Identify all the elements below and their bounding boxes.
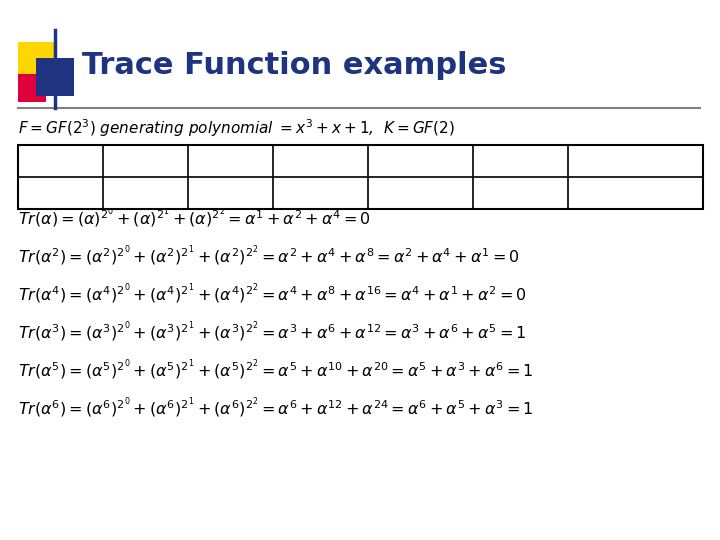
Text: $\alpha^2+\alpha$: $\alpha^2+\alpha$	[294, 183, 347, 203]
Text: $\alpha^7$: $\alpha^7$	[626, 151, 646, 171]
Text: $\alpha^2$: $\alpha^2$	[135, 151, 156, 171]
Text: $1$: $1$	[630, 184, 641, 202]
Text: $\alpha^6$: $\alpha^6$	[510, 151, 531, 171]
Text: $\alpha^3$: $\alpha^3$	[220, 151, 240, 171]
Text: $Tr(\alpha^6) = (\alpha^6)^{2^0} + (\alpha^6)^{2^1} + (\alpha^6)^{2^2} = \alpha^: $Tr(\alpha^6) = (\alpha^6)^{2^0} + (\alp…	[18, 396, 534, 421]
Text: $\alpha^2+\alpha+1$: $\alpha^2+\alpha+1$	[379, 183, 462, 203]
Text: $F = GF(2^3)$ generating polynomial $= x^3 + x + 1$,  $K = GF(2)$: $F = GF(2^3)$ generating polynomial $= x…	[18, 117, 455, 139]
Text: $Tr(\alpha^4) = (\alpha^4)^{2^0} + (\alpha^4)^{2^1} + (\alpha^4)^{2^2} = \alpha^: $Tr(\alpha^4) = (\alpha^4)^{2^0} + (\alp…	[18, 281, 527, 306]
Text: $Tr(\alpha) = (\alpha)^{2^0} + (\alpha)^{2^1} + (\alpha)^{2^2} = \alpha^1 + \alp: $Tr(\alpha) = (\alpha)^{2^0} + (\alpha)^…	[18, 206, 371, 231]
Text: $\alpha^2$: $\alpha^2$	[135, 183, 156, 203]
FancyBboxPatch shape	[18, 74, 46, 102]
Text: $\alpha^1$: $\alpha^1$	[50, 183, 71, 203]
Bar	[18, 145, 703, 209]
Text: $\alpha^5$: $\alpha^5$	[410, 151, 431, 171]
Text: $\alpha^1$: $\alpha^1$	[50, 151, 71, 171]
Text: Trace Function examples: Trace Function examples	[82, 51, 506, 79]
Text: $\alpha^2+1$: $\alpha^2+1$	[495, 183, 546, 203]
Text: $\alpha+1$: $\alpha+1$	[210, 184, 252, 202]
Text: $Tr(\alpha^2) = (\alpha^2)^{2^0} + (\alpha^2)^{2^1} + (\alpha^2)^{2^2} = \alpha^: $Tr(\alpha^2) = (\alpha^2)^{2^0} + (\alp…	[18, 244, 520, 268]
Text: $Tr(\alpha^3) = (\alpha^3)^{2^0} + (\alpha^3)^{2^1} + (\alpha^3)^{2^2} = \alpha^: $Tr(\alpha^3) = (\alpha^3)^{2^0} + (\alp…	[18, 320, 526, 345]
Text: $Tr(\alpha^5) = (\alpha^5)^{2^0} + (\alpha^5)^{2^1} + (\alpha^5)^{2^2} = \alpha^: $Tr(\alpha^5) = (\alpha^5)^{2^0} + (\alp…	[18, 357, 534, 382]
FancyBboxPatch shape	[18, 42, 56, 80]
FancyBboxPatch shape	[36, 58, 74, 96]
Text: $\alpha^4$: $\alpha^4$	[310, 151, 330, 171]
